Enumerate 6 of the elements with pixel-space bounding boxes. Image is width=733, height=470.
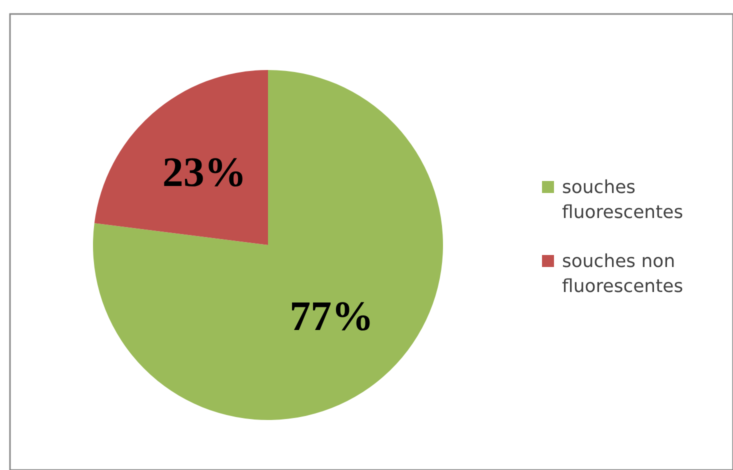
data-label: 23% — [162, 150, 246, 196]
legend-label: souches fluorescentes — [562, 177, 684, 223]
pie-slice — [93, 70, 443, 420]
pie-slice — [94, 70, 268, 245]
data-label: 77% — [290, 294, 374, 340]
legend-label: souches non fluorescentes — [562, 251, 684, 297]
